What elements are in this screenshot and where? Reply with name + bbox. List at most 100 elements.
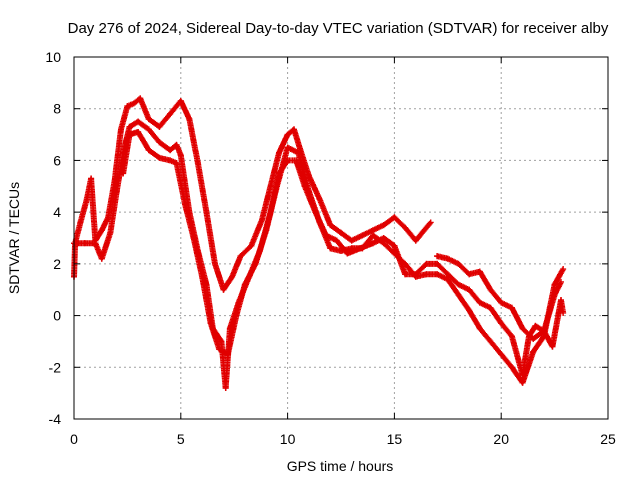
data-point — [137, 95, 144, 102]
data-point — [455, 260, 462, 267]
data-point — [113, 188, 120, 195]
data-point — [370, 240, 377, 247]
data-point — [252, 260, 259, 267]
data-point — [88, 175, 95, 182]
y-tick-label: 2 — [53, 256, 61, 272]
data-point — [241, 281, 248, 288]
series-trace-extra — [434, 253, 565, 342]
x-tick-label: 25 — [600, 431, 616, 447]
data-point — [333, 237, 340, 244]
data-point — [167, 110, 174, 117]
data-point — [532, 322, 539, 329]
y-tick-label: 4 — [53, 204, 61, 220]
data-point — [130, 100, 137, 107]
x-axis-label: GPS time / hours — [287, 458, 394, 474]
data-point — [177, 152, 184, 159]
data-point — [558, 297, 565, 304]
data-point — [284, 144, 291, 151]
x-tick-label: 10 — [280, 431, 296, 447]
y-tick-label: -4 — [49, 411, 62, 427]
data-point — [316, 196, 323, 203]
x-tick-label: 0 — [70, 431, 78, 447]
data-point — [233, 312, 240, 319]
data-point — [455, 281, 462, 288]
data-point — [551, 291, 558, 298]
data-point — [222, 384, 229, 391]
y-tick-label: 6 — [53, 152, 61, 168]
data-point — [466, 286, 473, 293]
data-marks — [71, 95, 567, 391]
data-point — [560, 266, 567, 273]
data-point — [444, 255, 451, 262]
data-point — [391, 214, 398, 221]
data-point — [338, 247, 344, 254]
data-point — [258, 216, 265, 223]
data-point — [370, 227, 377, 234]
x-tick-label: 5 — [177, 431, 185, 447]
data-point — [498, 320, 505, 327]
data-point — [549, 343, 556, 350]
data-point — [216, 346, 223, 353]
data-point — [167, 147, 174, 154]
data-point — [498, 299, 505, 306]
data-point — [380, 222, 387, 229]
data-point — [455, 291, 462, 298]
data-point — [530, 335, 537, 342]
data-point — [327, 245, 334, 252]
data-point — [540, 333, 547, 340]
data-point — [135, 118, 142, 125]
data-point — [207, 320, 214, 327]
data-point — [229, 273, 236, 280]
data-point — [487, 338, 494, 345]
data-point — [444, 271, 451, 278]
data-point — [182, 201, 189, 208]
data-point — [211, 260, 218, 267]
data-point — [423, 271, 430, 278]
data-point — [117, 126, 124, 133]
data-point — [190, 235, 197, 241]
data-point — [92, 240, 99, 247]
data-point — [177, 97, 184, 104]
marker-trace — [71, 118, 566, 391]
data-point — [434, 253, 441, 260]
y-axis-ticks: -4 -2 0 2 4 6 8 10 — [45, 49, 608, 427]
data-point — [519, 325, 526, 332]
data-point — [273, 183, 280, 190]
data-point — [220, 286, 227, 293]
y-tick-label: -2 — [49, 359, 62, 375]
data-point — [327, 222, 334, 229]
data-point — [237, 253, 244, 260]
series-trace-lower — [120, 128, 567, 386]
y-axis-label: SDTVAR / TECUs — [6, 182, 22, 294]
data-point — [540, 328, 547, 335]
data-point — [124, 103, 131, 110]
data-point — [560, 309, 567, 316]
data-point — [199, 273, 206, 280]
data-point — [466, 307, 473, 314]
data-point — [434, 271, 441, 278]
data-point — [316, 219, 323, 226]
data-point — [391, 242, 398, 249]
y-tick-label: 10 — [45, 49, 61, 65]
data-point — [476, 268, 483, 275]
data-point — [194, 160, 201, 167]
chart-title: Day 276 of 2024, Sidereal Day-to-day VTE… — [68, 20, 609, 37]
data-point — [305, 188, 312, 195]
data-point — [402, 271, 409, 278]
data-point — [145, 126, 152, 133]
data-point — [558, 278, 565, 285]
y-tick-label: 8 — [53, 101, 61, 117]
x-tick-label: 15 — [387, 431, 403, 447]
data-point — [412, 273, 419, 280]
data-point — [98, 255, 105, 262]
data-point — [167, 157, 174, 164]
x-axis-ticks: 0 5 10 15 20 25 — [70, 57, 616, 447]
data-point — [156, 123, 163, 130]
data-point — [359, 232, 366, 239]
data-point — [412, 237, 419, 244]
data-point — [348, 237, 355, 244]
data-point — [338, 229, 344, 236]
data-point — [276, 149, 283, 156]
data-point — [135, 128, 142, 135]
